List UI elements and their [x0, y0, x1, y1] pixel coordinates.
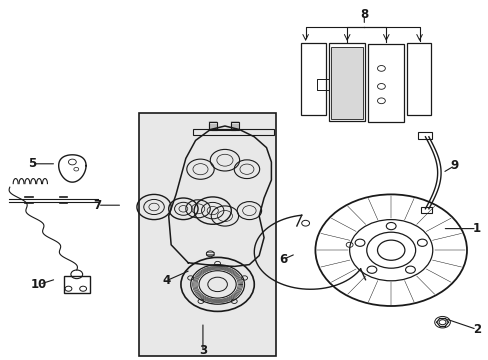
- Text: 8: 8: [360, 8, 367, 21]
- Bar: [367, 44, 404, 122]
- Text: 10: 10: [31, 278, 47, 291]
- Text: 6: 6: [279, 253, 287, 266]
- Text: 2: 2: [472, 323, 480, 336]
- Bar: [193, 129, 273, 135]
- Text: 9: 9: [450, 159, 458, 172]
- Bar: [328, 43, 365, 121]
- Text: 5: 5: [28, 157, 36, 170]
- Bar: [230, 122, 238, 130]
- Text: 7: 7: [94, 199, 102, 212]
- Bar: [420, 207, 431, 213]
- Text: 3: 3: [199, 345, 206, 357]
- Bar: [406, 43, 430, 115]
- Bar: [300, 43, 325, 115]
- Bar: [417, 132, 431, 139]
- Bar: [208, 122, 216, 130]
- Text: 1: 1: [472, 222, 480, 235]
- Bar: [330, 47, 363, 119]
- Text: 4: 4: [162, 274, 170, 287]
- Bar: [139, 113, 276, 356]
- Bar: [63, 276, 90, 293]
